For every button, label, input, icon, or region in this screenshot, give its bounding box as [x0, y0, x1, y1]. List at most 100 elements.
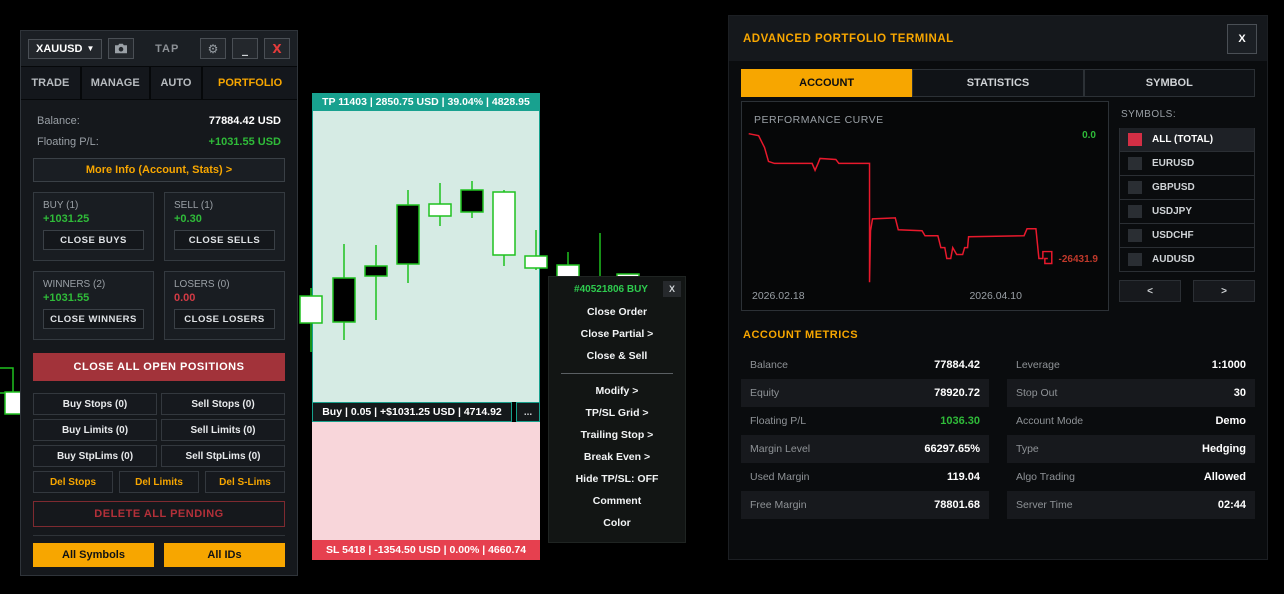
- floating-pl-row: Floating P/L: +1031.55 USD: [33, 131, 285, 152]
- metric-label: Stop Out: [1016, 387, 1058, 399]
- losers-group-value: 0.00: [174, 292, 196, 304]
- menu-item-tpsl-grid[interactable]: TP/SL Grid >: [585, 407, 649, 419]
- close-all-positions-button[interactable]: CLOSE ALL OPEN POSITIONS: [33, 353, 285, 381]
- menu-item-hide-tpsl[interactable]: Hide TP/SL: OFF: [575, 473, 659, 485]
- losers-group: LOSERS (0) 0.00 CLOSE LOSERS: [164, 271, 285, 340]
- symbol-item-label: GBPUSD: [1152, 182, 1195, 193]
- symbol-item-all-total[interactable]: ALL (TOTAL): [1119, 128, 1255, 152]
- metric-label: Algo Trading: [1016, 471, 1075, 483]
- close-panel-button[interactable]: X: [264, 38, 290, 60]
- menu-item-modify[interactable]: Modify >: [595, 385, 639, 397]
- symbol-item-audusd[interactable]: AUDUSD: [1119, 248, 1255, 272]
- tp-line-label[interactable]: TP 11403 | 2850.75 USD | 39.04% | 4828.9…: [312, 93, 540, 111]
- del-stops-button[interactable]: Del Stops: [33, 471, 113, 493]
- minimize-button[interactable]: _: [232, 38, 258, 60]
- menu-item-close-order[interactable]: Close Order: [586, 306, 648, 318]
- symbol-item-label: AUDUSD: [1152, 254, 1195, 265]
- menu-item-break-even[interactable]: Break Even >: [583, 451, 651, 463]
- metric-value: Hedging: [1202, 443, 1246, 455]
- symbol-item-usdchf[interactable]: USDCHF: [1119, 224, 1255, 248]
- del-limits-button[interactable]: Del Limits: [119, 471, 199, 493]
- metric-label: Free Margin: [750, 499, 807, 511]
- sell-stops-button[interactable]: Sell Stops (0): [161, 393, 285, 415]
- close-icon: X: [272, 41, 282, 56]
- menu-item-close-and-sell[interactable]: Close & Sell: [586, 350, 648, 362]
- tab-portfolio[interactable]: PORTFOLIO: [203, 67, 297, 99]
- buy-position-label[interactable]: Buy | 0.05 | +$1031.25 USD | 4714.92: [312, 402, 512, 422]
- del-slims-button[interactable]: Del S-Lims: [205, 471, 285, 493]
- menu-item-close-partial[interactable]: Close Partial >: [580, 328, 654, 340]
- pager-prev-button[interactable]: <: [1119, 280, 1181, 302]
- portfolio-close-button[interactable]: X: [1227, 23, 1257, 54]
- symbol-item-label: EURUSD: [1152, 158, 1195, 169]
- order-id-label: #40521806 BUY: [574, 283, 648, 295]
- buy-group-value: +1031.25: [43, 213, 90, 225]
- symbol-item-eurusd[interactable]: EURUSD: [1119, 152, 1255, 176]
- symbols-pager: < >: [1119, 280, 1255, 302]
- sell-limits-button[interactable]: Sell Limits (0): [161, 419, 285, 441]
- all-ids-button[interactable]: All IDs: [164, 543, 285, 567]
- symbol-selector[interactable]: XAUUSD ▼: [28, 38, 103, 59]
- tab-statistics[interactable]: STATISTICS: [912, 69, 1084, 97]
- winners-losers-groups: WINNERS (2) +1031.55 CLOSE WINNERS LOSER…: [33, 271, 285, 340]
- sl-line-label[interactable]: SL 5418 | -1354.50 USD | 0.00% | 4660.74: [312, 540, 540, 560]
- sell-group-value: +0.30: [174, 213, 202, 225]
- metric-value: 66297.65%: [924, 443, 980, 455]
- open-position-row: Buy | 0.05 | +$1031.25 USD | 4714.92 ...: [312, 402, 540, 422]
- metric-value: 02:44: [1217, 499, 1246, 511]
- metric-value: 78920.72: [934, 387, 980, 399]
- close-sells-button[interactable]: CLOSE SELLS: [174, 230, 275, 250]
- sell-group: SELL (1) +0.30 CLOSE SELLS: [164, 192, 285, 261]
- buy-stplims-button[interactable]: Buy StpLims (0): [33, 445, 157, 467]
- menu-item-color[interactable]: Color: [603, 517, 631, 529]
- buy-group-label: BUY (1): [43, 200, 79, 211]
- tab-auto[interactable]: AUTO: [150, 67, 204, 99]
- color-swatch: [1128, 157, 1142, 170]
- metrics-left-column: Balance 77884.42 Equity 78920.72 Floatin…: [741, 351, 989, 519]
- settings-button[interactable]: ⚙: [200, 38, 226, 60]
- all-symbols-button[interactable]: All Symbols: [33, 543, 154, 567]
- metric-row-leverage: Leverage 1:1000: [1007, 351, 1255, 379]
- tab-trade[interactable]: TRADE: [21, 67, 82, 99]
- color-swatch: [1128, 253, 1142, 266]
- close-losers-button[interactable]: CLOSE LOSERS: [174, 309, 275, 329]
- context-close-button[interactable]: X: [663, 281, 681, 297]
- floating-pl-value: +1031.55 USD: [208, 135, 281, 148]
- screenshot-button[interactable]: [108, 38, 135, 60]
- symbol-item-usdjpy[interactable]: USDJPY: [1119, 200, 1255, 224]
- winners-group-label: WINNERS (2): [43, 279, 106, 290]
- portfolio-terminal: ADVANCED PORTFOLIO TERMINAL X ACCOUNT ST…: [728, 15, 1268, 560]
- more-info-button[interactable]: More Info (Account, Stats) >: [33, 158, 285, 182]
- tab-manage[interactable]: MANAGE: [81, 67, 151, 99]
- menu-item-trailing-stop[interactable]: Trailing Stop >: [580, 429, 654, 441]
- metric-label: Used Margin: [750, 471, 810, 483]
- metric-row-account-mode: Account Mode Demo: [1007, 407, 1255, 435]
- tab-account[interactable]: ACCOUNT: [741, 69, 913, 97]
- floating-pl-label: Floating P/L:: [37, 135, 99, 148]
- portfolio-header: ADVANCED PORTFOLIO TERMINAL X: [729, 16, 1267, 61]
- portfolio-title: ADVANCED PORTFOLIO TERMINAL: [743, 32, 954, 45]
- buy-limits-button[interactable]: Buy Limits (0): [33, 419, 157, 441]
- tab-symbol[interactable]: SYMBOL: [1083, 69, 1255, 97]
- close-buys-button[interactable]: CLOSE BUYS: [43, 230, 144, 250]
- metric-value: 1:1000: [1211, 359, 1246, 371]
- tp-profit-zone: [312, 111, 540, 402]
- metric-row-used-margin: Used Margin 119.04: [741, 463, 989, 491]
- curve-end-date: 2026.04.10: [969, 290, 1022, 302]
- metric-row-algo-trading: Algo Trading Allowed: [1007, 463, 1255, 491]
- sell-stplims-button[interactable]: Sell StpLims (0): [161, 445, 285, 467]
- symbol-item-gbpusd[interactable]: GBPUSD: [1119, 176, 1255, 200]
- pager-next-button[interactable]: >: [1193, 280, 1255, 302]
- balance-label: Balance:: [37, 114, 80, 127]
- performance-curve-chart: PERFORMANCE CURVE 0.0 -26431.9 2026.02.1…: [741, 101, 1109, 311]
- close-winners-button[interactable]: CLOSE WINNERS: [43, 309, 144, 329]
- menu-divider: [561, 373, 673, 374]
- metric-row-equity: Equity 78920.72: [741, 379, 989, 407]
- position-options-button[interactable]: ...: [516, 402, 540, 422]
- metric-label: Type: [1016, 443, 1039, 455]
- buy-stops-button[interactable]: Buy Stops (0): [33, 393, 157, 415]
- delete-all-pending-button[interactable]: DELETE ALL PENDING: [33, 501, 285, 527]
- menu-item-comment[interactable]: Comment: [592, 495, 642, 507]
- candle: [0, 367, 14, 394]
- trade-panel-tabs: TRADE MANAGE AUTO PORTFOLIO: [21, 66, 297, 100]
